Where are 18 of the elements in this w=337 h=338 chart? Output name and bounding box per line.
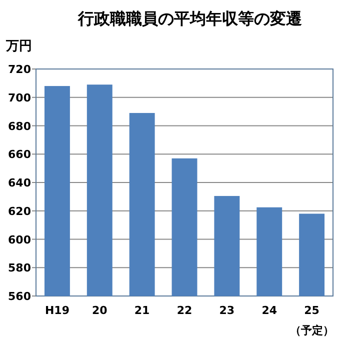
x-tick-label: 22: [176, 304, 192, 317]
x-tick-label: 20: [92, 304, 108, 317]
y-tick-label: 620: [8, 204, 32, 218]
y-tick-label: 660: [8, 148, 32, 162]
x-tick-label: 23: [219, 304, 235, 317]
y-tick-label: 700: [8, 91, 32, 104]
y-tick-label: 560: [8, 290, 32, 303]
chart-title: 行政職職員の平均年収等の変遷: [77, 9, 303, 28]
y-tick-label: 640: [8, 176, 32, 190]
x-tick-label: H19: [44, 304, 70, 317]
y-tick-label: 600: [8, 233, 32, 246]
y-tick-label: 580: [8, 262, 32, 275]
x-tick-label: 24: [262, 304, 278, 317]
x-tick-label: 21: [134, 304, 150, 317]
y-tick-label: 680: [8, 120, 32, 133]
y-tick-label: 720: [8, 63, 32, 76]
y-axis-title: 万円: [5, 39, 32, 54]
x-tick-label: 25 （予定）: [290, 304, 334, 337]
